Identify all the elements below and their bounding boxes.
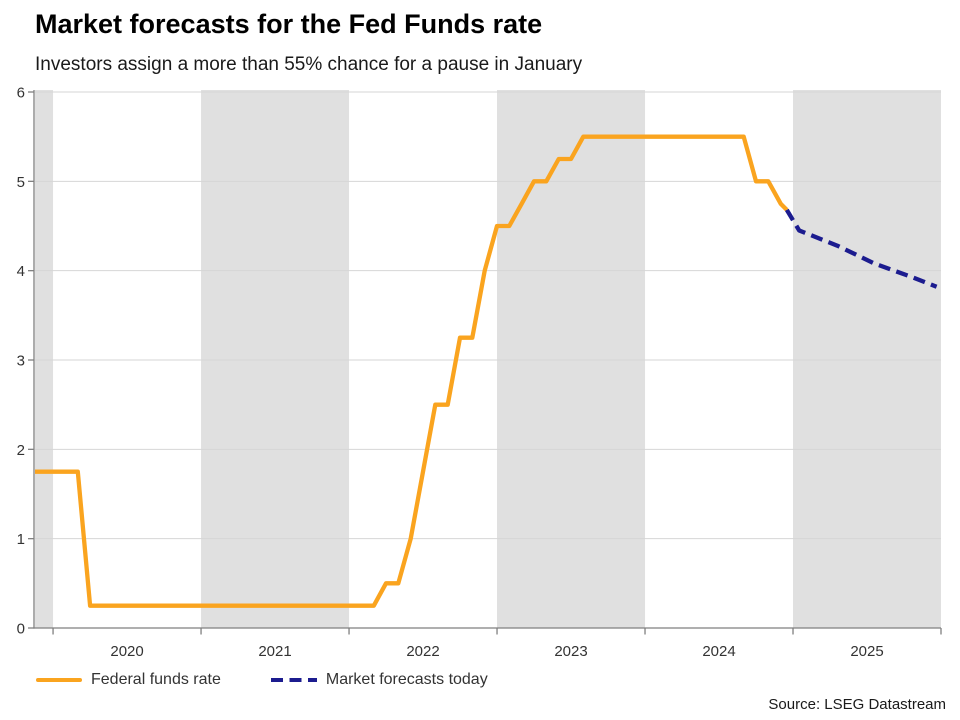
x-tick-label-2023: 2023 — [554, 643, 587, 660]
chart-subtitle: Investors assign a more than 55% chance … — [35, 54, 583, 75]
x-tick-label-2020: 2020 — [110, 643, 143, 660]
solid-line-swatch-icon — [36, 677, 82, 683]
y-tick-label: 2 — [17, 442, 25, 459]
series-line-federal-funds-rate — [35, 134, 789, 608]
legend: Federal funds rate Market forecasts toda… — [36, 671, 488, 689]
dashed-line-swatch-icon — [270, 677, 317, 683]
y-axis-ticks: 0 1 2 3 4 5 6 — [17, 85, 34, 638]
y-tick-label: 5 — [17, 174, 25, 191]
x-tick-label-2024: 2024 — [702, 643, 735, 660]
y-tick-label: 0 — [17, 621, 25, 638]
legend-item-federal-funds-rate: Federal funds rate — [36, 671, 221, 689]
y-tick-label: 6 — [17, 85, 25, 102]
x-tick-label-2022: 2022 — [406, 643, 439, 660]
x-tick-label-2025: 2025 — [850, 643, 883, 660]
source-credit: Source: LSEG Datastream — [768, 696, 946, 713]
chart-title: Market forecasts for the Fed Funds rate — [35, 9, 543, 39]
legend-label: Market forecasts today — [325, 671, 488, 688]
gridlines — [35, 91, 941, 540]
series-line-market-forecasts-today — [784, 208, 938, 289]
y-tick-label: 3 — [17, 353, 25, 370]
legend-item-market-forecasts-today: Market forecasts today — [270, 671, 488, 689]
x-axis-ticks: 2020 2021 2022 2023 2024 2025 — [52, 628, 942, 660]
year-bands — [35, 90, 941, 628]
y-tick-label: 4 — [17, 263, 25, 280]
y-tick-label: 1 — [17, 531, 25, 548]
x-tick-label-2021: 2021 — [258, 643, 291, 660]
legend-label: Federal funds rate — [91, 671, 221, 688]
